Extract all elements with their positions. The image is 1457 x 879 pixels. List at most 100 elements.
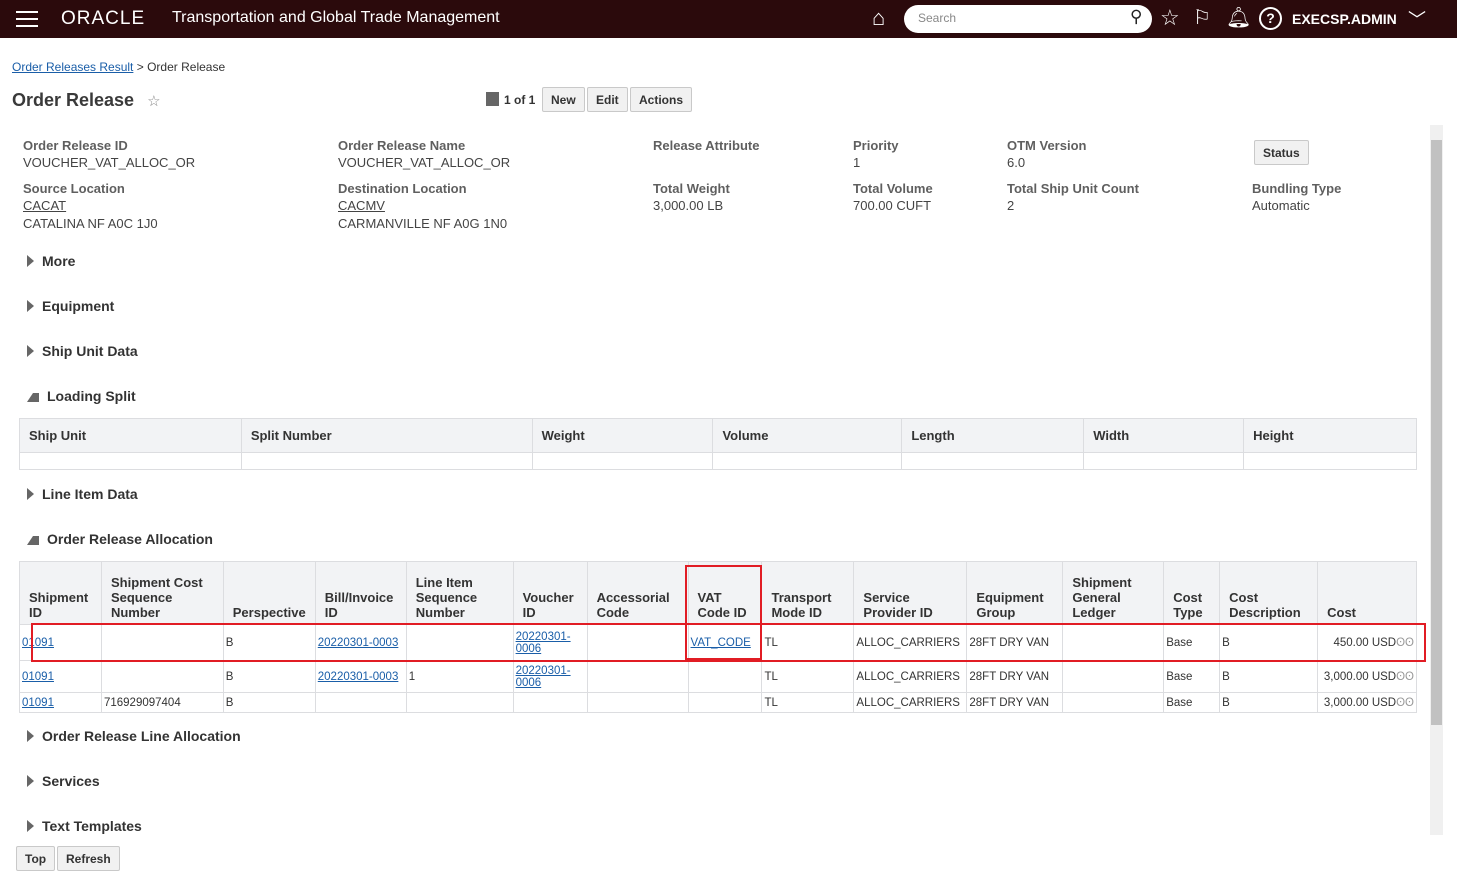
table-row[interactable]: 01091 B 20220301-0003 20220301-0006 VAT_CODE… [19,624,1417,661]
column-header[interactable]: Weight [531,418,714,453]
cell-value: ALLOC_CARRIERS [856,670,960,683]
cell-value: ALLOC_CARRIERS [856,636,960,649]
chevron-down-icon[interactable]: ﹀ [1408,10,1426,30]
section-order-release-line-allocation[interactable]: Order Release Line Allocation [27,728,241,744]
column-header[interactable]: Perspective [222,561,316,625]
field-value: VOUCHER_VAT_ALLOC_OR [23,155,196,170]
column-header[interactable]: Shipment ID [19,561,102,625]
currency-conversion-icon[interactable]: ʘʘ [1396,696,1414,709]
refresh-button[interactable]: Refresh [57,846,120,871]
cell-link[interactable]: 20220301-0003 [317,670,399,683]
cell-link[interactable]: 01091 [22,670,54,683]
menu-icon[interactable] [16,11,38,27]
column-header[interactable]: Transport Mode ID [761,561,855,625]
top-button[interactable]: Top [16,846,56,871]
field-label: Order Release ID [23,138,128,153]
field-label: OTM Version [1007,138,1087,153]
table-cell: Base [1163,660,1221,693]
table-cell: 1 [405,660,514,693]
empty-cell [1083,452,1245,470]
section-loading-split[interactable]: Loading Split [27,388,136,404]
bell-icon[interactable]: 🔔︎ [1226,7,1252,29]
page-title: Order Release ☆ [12,90,161,111]
cell-value: 28FT DRY VAN [969,696,1050,709]
user-menu[interactable]: EXECSP.ADMIN [1292,11,1397,27]
table-cell: 20220301-0006 [512,624,588,661]
field-value: Automatic [1252,198,1310,213]
empty-cell [712,452,903,470]
column-header[interactable]: Shipment General Ledger [1062,561,1165,625]
breadcrumb-current: Order Release [147,60,226,74]
empty-cell [19,452,242,470]
column-header[interactable]: Cost Type [1163,561,1221,625]
column-header[interactable]: Ship Unit [19,418,242,453]
app-title: Transportation and Global Trade Manageme… [172,9,500,26]
field-value: 700.00 CUFT [853,198,932,213]
section-ship-unit-data[interactable]: Ship Unit Data [27,343,138,359]
table-cell [586,692,689,713]
cell-link[interactable]: 20220301-0006 [515,630,571,655]
section-order-release-allocation[interactable]: Order Release Allocation [27,531,213,547]
cell-value: ALLOC_CARRIERS [856,696,960,709]
column-header[interactable]: Length [901,418,1085,453]
table-cell [687,692,763,713]
field-value[interactable]: CACAT [23,198,67,213]
cell-value: B [1222,636,1230,649]
field-value[interactable]: CACMV [338,198,385,213]
section-equipment[interactable]: Equipment [27,298,114,314]
home-icon[interactable]: ⌂ [872,5,886,30]
field-label: Priority [853,138,899,153]
column-header[interactable]: Width [1083,418,1245,453]
currency-conversion-icon[interactable]: ʘʘ [1396,636,1414,649]
column-header[interactable]: Voucher ID [512,561,588,625]
breadcrumb-order-releases-result[interactable]: Order Releases Result [12,60,134,74]
table-cell [586,660,689,693]
cell-link[interactable]: VAT_CODE [690,636,751,649]
help-icon[interactable]: ? [1259,7,1282,30]
section-more[interactable]: More [27,253,75,269]
favorite-star-icon[interactable]: ☆ [147,93,161,110]
section-services[interactable]: Services [27,773,100,789]
cell-value: 3,000.00 USD [1323,696,1397,709]
column-header[interactable]: Line Item Sequence Number [405,561,514,625]
new-button[interactable]: New [542,87,585,112]
cell-value: B [225,636,234,649]
cell-value: 716929097404 [103,696,181,709]
cell-link[interactable]: 20220301-0003 [317,636,399,649]
search-input[interactable]: Search [904,5,1152,33]
column-header[interactable]: Accessorial Code [586,561,689,625]
table-cell: 3,000.00 USDʘʘ [1317,692,1417,713]
cell-value: 1 [408,670,416,683]
column-header[interactable]: Equipment Group [966,561,1064,625]
field-label: Release Attribute [653,138,760,153]
table-cell: TL [761,660,855,693]
column-header[interactable]: Shipment Cost Sequence Number [100,561,224,625]
column-header[interactable]: Bill/Invoice ID [314,561,407,625]
column-header[interactable]: Cost Description [1219,561,1319,625]
scrollbar-thumb[interactable] [1431,140,1442,725]
actions-button[interactable]: Actions [630,87,693,112]
table-row[interactable]: 01091 716929097404 B TL ALLOC_CARRIERS 28FT D… [19,692,1417,713]
cell-value: 3,000.00 USD [1323,670,1397,683]
flag-icon[interactable]: ⚐ [1193,7,1211,29]
column-header[interactable]: Height [1243,418,1417,453]
cell-link[interactable]: 20220301-0006 [515,664,571,689]
field-value-address: CATALINA NF A0C 1J0 [23,216,158,231]
edit-button[interactable]: Edit [587,87,628,112]
table-cell: TL [761,692,855,713]
column-header[interactable]: Cost [1317,561,1417,625]
column-header[interactable]: VAT Code ID [687,561,763,625]
column-header[interactable]: Split Number [240,418,533,453]
column-header[interactable]: Volume [712,418,903,453]
currency-conversion-icon[interactable]: ʘʘ [1396,670,1414,683]
section-text-templates[interactable]: Text Templates [27,818,142,834]
cell-value: B [1222,670,1230,683]
cell-link[interactable]: 01091 [22,696,54,709]
status-button[interactable]: Status [1254,140,1309,165]
table-row[interactable]: 01091 B 20220301-0003 1 20220301-0006 TL ALLOC… [19,660,1417,693]
cell-link[interactable]: 01091 [22,636,54,649]
column-header[interactable]: Service Provider ID [853,561,968,625]
section-line-item-data[interactable]: Line Item Data [27,486,138,502]
search-icon[interactable]: ⚲ [1130,7,1143,26]
star-icon[interactable]: ☆ [1160,5,1180,30]
